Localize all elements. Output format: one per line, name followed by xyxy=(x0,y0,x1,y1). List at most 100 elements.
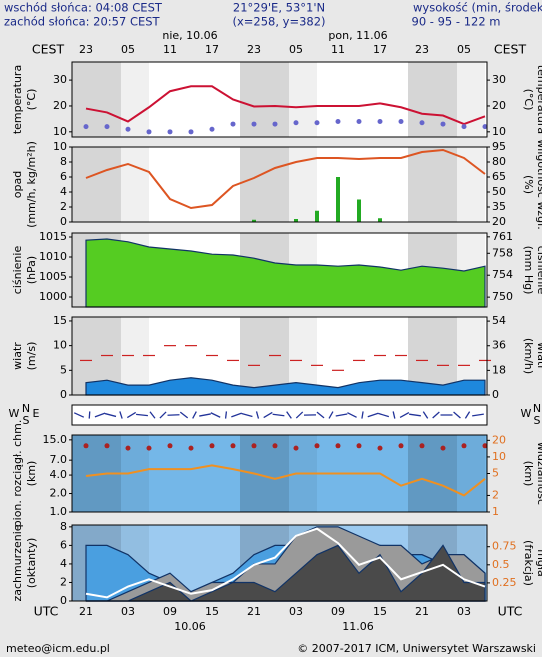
footer-email: meteo@icm.edu.pl xyxy=(6,642,110,655)
wind-arrow xyxy=(335,413,348,417)
series-dot xyxy=(335,118,341,124)
y-tick-label: 30 xyxy=(53,73,67,86)
top-date: pon, 11.06 xyxy=(328,29,387,42)
compass: S xyxy=(23,414,30,427)
series-dot xyxy=(251,443,257,449)
y-tick-label: 4 xyxy=(60,185,67,198)
series-dot xyxy=(125,126,131,132)
wind-arrow xyxy=(409,413,421,417)
series-dot xyxy=(398,443,404,449)
bottom-tick-label: 15 xyxy=(373,605,387,618)
series-dot xyxy=(440,121,446,127)
y2-tick-label: 0 xyxy=(492,388,499,401)
bottom-tick-label: 03 xyxy=(121,605,135,618)
twilight-band xyxy=(121,147,149,222)
compass: N xyxy=(533,402,541,415)
y2-axis-label: (km/h) xyxy=(522,338,535,374)
bottom-tick-label: 21 xyxy=(79,605,93,618)
y-tick-label: 5 xyxy=(60,363,67,376)
series-dot xyxy=(419,443,425,449)
y2-tick-label: 0.5 xyxy=(492,558,510,571)
y2-tick-label: 20 xyxy=(492,433,506,446)
panel: 0 2 4 6 8 10 20 35 50 65 80 95 opad (mm/h, kg/m²h) (%)… xyxy=(11,139,542,229)
series-dot xyxy=(377,118,383,124)
twilight-band xyxy=(457,147,485,222)
series-dot xyxy=(146,445,152,451)
top-tick-label: 23 xyxy=(247,43,261,56)
bottom-tick-label: 21 xyxy=(415,605,429,618)
series-dot xyxy=(209,443,215,449)
y2-tick-label: 10 xyxy=(492,450,506,463)
wind-arrow xyxy=(392,411,396,419)
series-dot xyxy=(83,124,89,130)
night-band xyxy=(240,147,289,222)
wind-arrow xyxy=(347,412,357,418)
panel: 0 2 4 6 8 0.25 0.5 0.75 zachmurzenie (oktanty) (fr… xyxy=(11,520,542,607)
wind-arrow xyxy=(316,411,325,419)
wind-arrow xyxy=(263,411,273,419)
y-tick-label: 10 xyxy=(53,125,67,138)
y2-axis-label: wiatr xyxy=(535,342,542,370)
y-axis-label: (km) xyxy=(25,461,38,487)
series-dot xyxy=(104,443,110,449)
precip-bar xyxy=(336,177,340,222)
twilight-band xyxy=(457,62,485,137)
y2-tick-label: 54 xyxy=(492,314,506,327)
night-band xyxy=(408,147,457,222)
panel-background xyxy=(72,62,487,137)
compass-left: W N S E xyxy=(9,402,40,427)
compass: W xyxy=(9,407,20,420)
y2-axis-label: (km) xyxy=(522,461,535,487)
sunrise: wschód słońca: 04:08 CEST xyxy=(4,1,163,15)
precip-bar xyxy=(252,219,256,222)
y-tick-label: 0 xyxy=(60,215,67,228)
y2-tick-label: 754 xyxy=(492,268,513,281)
series-dot xyxy=(377,445,383,451)
wind-arrow xyxy=(432,411,440,419)
y2-tick-label: 758 xyxy=(492,246,513,259)
zone-label: CEST xyxy=(32,42,65,57)
bottom-tick-label: 21 xyxy=(247,605,261,618)
wind-arrow xyxy=(453,411,461,419)
wind-arrow xyxy=(119,411,123,419)
precip-bar xyxy=(294,219,298,222)
y-axis-label: wiatr xyxy=(11,342,24,370)
top-tick-label: 23 xyxy=(415,43,429,56)
y-tick-label: 4 xyxy=(60,557,67,570)
wind-arrow xyxy=(159,411,167,419)
y2-tick-label: 80 xyxy=(492,155,506,168)
y2-tick-label: 2 xyxy=(492,488,499,501)
series-line xyxy=(85,85,486,126)
y2-axis-label: ciśnienie xyxy=(535,246,542,295)
wind-arrow xyxy=(231,412,242,418)
wind-arrow xyxy=(399,411,410,419)
series-dot xyxy=(461,443,467,449)
bottom-tick-label: 03 xyxy=(457,605,471,618)
y-axis-label: zachmurzenie xyxy=(11,524,24,601)
wind-arrow xyxy=(367,412,379,418)
series-dot xyxy=(104,124,110,130)
series-dot xyxy=(230,121,236,127)
series-dot xyxy=(188,129,194,135)
night-band xyxy=(408,435,457,512)
y-tick-label: 2 xyxy=(60,575,67,588)
wind-arrow xyxy=(377,412,390,418)
y2-tick-label: 20 xyxy=(492,215,506,228)
series-dot xyxy=(209,126,215,132)
series-dot xyxy=(83,443,89,449)
y-axis-label: temperatura xyxy=(11,65,24,134)
y2-tick-label: 10 xyxy=(492,125,506,138)
y2-tick-label: 5 xyxy=(492,467,499,480)
y-tick-label: 8 xyxy=(60,520,67,533)
compass: N xyxy=(22,402,30,415)
wind-arrow xyxy=(241,412,253,418)
y-axis-label: (mm/h, kg/m²h) xyxy=(25,141,38,228)
series-area xyxy=(86,544,486,602)
y2-tick-label: 95 xyxy=(492,140,506,153)
wind-arrow xyxy=(179,411,189,419)
y2-axis-label: widzialność xyxy=(535,442,542,505)
y-axis-label: (m/s) xyxy=(25,342,38,371)
